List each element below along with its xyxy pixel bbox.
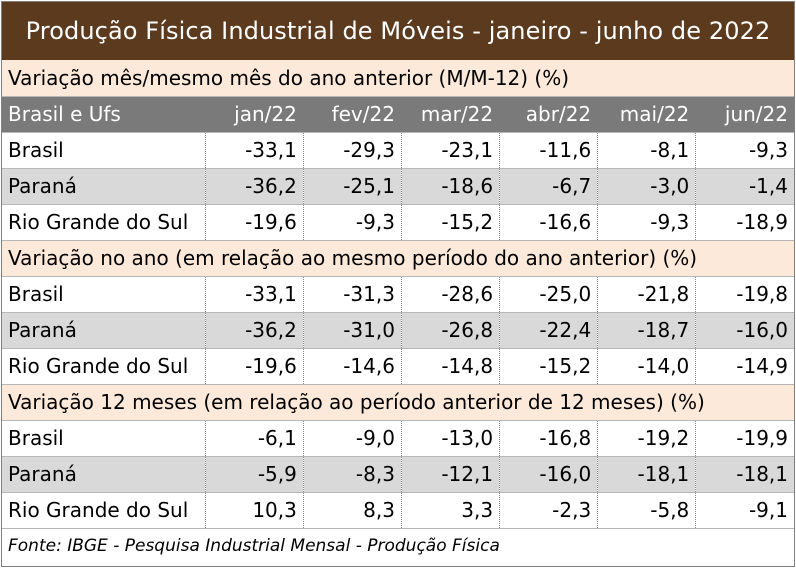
cell[interactable]: -14,6 bbox=[302, 348, 402, 385]
cell[interactable]: -8,3 bbox=[302, 456, 402, 493]
cell[interactable]: -21,8 bbox=[597, 276, 696, 313]
cell[interactable]: -11,6 bbox=[499, 132, 598, 169]
cell[interactable]: 10,3 bbox=[204, 492, 304, 529]
table-row: Brasil -6,1 -9,0 -13,0 -16,8 -19,2 -19,9 bbox=[2, 420, 794, 457]
row-label[interactable]: Rio Grande do Sul bbox=[2, 204, 206, 241]
header-month[interactable]: fev/22 bbox=[302, 96, 402, 133]
section-title[interactable]: Variação no ano (em relação ao mesmo per… bbox=[2, 240, 794, 277]
cell[interactable]: -3,0 bbox=[597, 168, 696, 205]
header-label[interactable]: Brasil e Ufs bbox=[2, 96, 206, 133]
table-row: Paraná -36,2 -25,1 -18,6 -6,7 -3,0 -1,4 bbox=[2, 168, 794, 205]
cell[interactable]: -9,3 bbox=[597, 204, 696, 241]
table-row: Brasil -33,1 -31,3 -28,6 -25,0 -21,8 -19… bbox=[2, 276, 794, 313]
cell[interactable]: -19,8 bbox=[695, 276, 794, 313]
cell[interactable]: -25,0 bbox=[499, 276, 598, 313]
cell[interactable]: -9,3 bbox=[695, 132, 794, 169]
cell[interactable]: -33,1 bbox=[204, 132, 304, 169]
section-title[interactable]: Variação mês/mesmo mês do ano anterior (… bbox=[2, 60, 794, 97]
header-month[interactable]: jun/22 bbox=[695, 96, 794, 133]
table-row: Paraná -36,2 -31,0 -26,8 -22,4 -18,7 -16… bbox=[2, 312, 794, 349]
cell[interactable]: -12,1 bbox=[400, 456, 500, 493]
cell[interactable]: -15,2 bbox=[499, 348, 598, 385]
cell[interactable]: -33,1 bbox=[204, 276, 304, 313]
section-row: Variação no ano (em relação ao mesmo per… bbox=[2, 240, 794, 277]
cell[interactable]: -9,1 bbox=[695, 492, 794, 529]
cell[interactable]: -15,2 bbox=[400, 204, 500, 241]
section-row: Variação 12 meses (em relação ao período… bbox=[2, 384, 794, 421]
row-label[interactable]: Brasil bbox=[2, 276, 206, 313]
cell[interactable]: -16,0 bbox=[695, 312, 794, 349]
table-row: Brasil -33,1 -29,3 -23,1 -11,6 -8,1 -9,3 bbox=[2, 132, 794, 169]
cell[interactable]: -23,1 bbox=[400, 132, 500, 169]
header-month[interactable]: mai/22 bbox=[597, 96, 696, 133]
row-label[interactable]: Rio Grande do Sul bbox=[2, 492, 206, 529]
cell[interactable]: -16,6 bbox=[499, 204, 598, 241]
cell[interactable]: -14,8 bbox=[400, 348, 500, 385]
cell[interactable]: -18,1 bbox=[597, 456, 696, 493]
data-table: Variação mês/mesmo mês do ano anterior (… bbox=[2, 60, 794, 564]
cell[interactable]: -25,1 bbox=[302, 168, 402, 205]
cell[interactable]: -2,3 bbox=[499, 492, 598, 529]
cell[interactable]: -1,4 bbox=[695, 168, 794, 205]
cell[interactable]: -16,0 bbox=[499, 456, 598, 493]
cell[interactable]: -18,6 bbox=[400, 168, 500, 205]
cell[interactable]: -31,3 bbox=[302, 276, 402, 313]
table-row: Rio Grande do Sul -19,6 -14,6 -14,8 -15,… bbox=[2, 348, 794, 385]
row-label[interactable]: Brasil bbox=[2, 132, 206, 169]
cell[interactable]: -26,8 bbox=[400, 312, 500, 349]
cell[interactable]: -19,2 bbox=[597, 420, 696, 457]
cell[interactable]: -31,0 bbox=[302, 312, 402, 349]
header-month[interactable]: abr/22 bbox=[499, 96, 598, 133]
row-label[interactable]: Paraná bbox=[2, 312, 206, 349]
cell[interactable]: -9,3 bbox=[302, 204, 402, 241]
row-label[interactable]: Paraná bbox=[2, 456, 206, 493]
cell[interactable]: -18,7 bbox=[597, 312, 696, 349]
cell[interactable]: 3,3 bbox=[400, 492, 500, 529]
cell[interactable]: -13,0 bbox=[400, 420, 500, 457]
cell[interactable]: -8,1 bbox=[597, 132, 696, 169]
cell[interactable]: -14,0 bbox=[597, 348, 696, 385]
row-label[interactable]: Brasil bbox=[2, 420, 206, 457]
table-row: Rio Grande do Sul 10,3 8,3 3,3 -2,3 -5,8… bbox=[2, 492, 794, 529]
table-title[interactable]: Produção Física Industrial de Móveis - j… bbox=[2, 2, 794, 60]
cell[interactable]: -14,9 bbox=[695, 348, 794, 385]
cell[interactable]: -19,6 bbox=[204, 348, 304, 385]
row-label[interactable]: Paraná bbox=[2, 168, 206, 205]
footer-row: Fonte: IBGE - Pesquisa Industrial Mensal… bbox=[2, 528, 794, 564]
cell[interactable]: -36,2 bbox=[204, 312, 304, 349]
cell[interactable]: -22,4 bbox=[499, 312, 598, 349]
cell[interactable]: 8,3 bbox=[302, 492, 402, 529]
cell[interactable]: -6,7 bbox=[499, 168, 598, 205]
cell[interactable]: -29,3 bbox=[302, 132, 402, 169]
header-month[interactable]: jan/22 bbox=[204, 96, 304, 133]
table-row: Paraná -5,9 -8,3 -12,1 -16,0 -18,1 -18,1 bbox=[2, 456, 794, 493]
row-label[interactable]: Rio Grande do Sul bbox=[2, 348, 206, 385]
table-row: Rio Grande do Sul -19,6 -9,3 -15,2 -16,6… bbox=[2, 204, 794, 241]
section-title[interactable]: Variação 12 meses (em relação ao período… bbox=[2, 384, 794, 421]
cell[interactable]: -6,1 bbox=[204, 420, 304, 457]
cell[interactable]: -5,9 bbox=[204, 456, 304, 493]
cell[interactable]: -36,2 bbox=[204, 168, 304, 205]
cell[interactable]: -19,6 bbox=[204, 204, 304, 241]
header-month[interactable]: mar/22 bbox=[400, 96, 500, 133]
cell[interactable]: -28,6 bbox=[400, 276, 500, 313]
cell[interactable]: -19,9 bbox=[695, 420, 794, 457]
source-note[interactable]: Fonte: IBGE - Pesquisa Industrial Mensal… bbox=[8, 536, 500, 557]
section-row: Variação mês/mesmo mês do ano anterior (… bbox=[2, 60, 794, 97]
column-header-row: Brasil e Ufs jan/22 fev/22 mar/22 abr/22… bbox=[2, 96, 794, 133]
cell[interactable]: -16,8 bbox=[499, 420, 598, 457]
cell[interactable]: -9,0 bbox=[302, 420, 402, 457]
cell[interactable]: -18,9 bbox=[695, 204, 794, 241]
cell[interactable]: -18,1 bbox=[695, 456, 794, 493]
cell[interactable]: -5,8 bbox=[597, 492, 696, 529]
